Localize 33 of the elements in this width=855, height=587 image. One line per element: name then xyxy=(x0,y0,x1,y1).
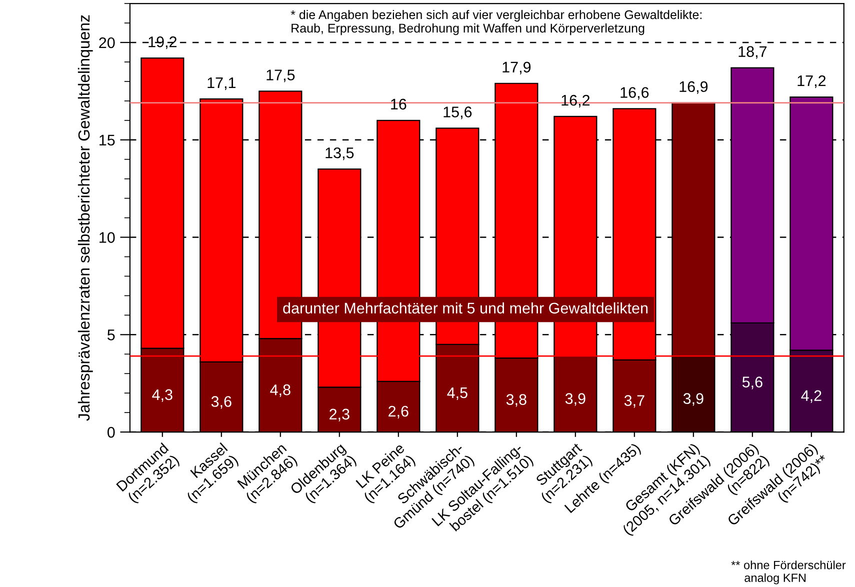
total-label: 18,7 xyxy=(738,46,767,59)
total-label: 17,5 xyxy=(266,70,295,82)
y-tick-label: 10 xyxy=(100,232,115,243)
total-label: 17,9 xyxy=(502,62,531,74)
data-label: 3,6 xyxy=(211,396,232,409)
total-label: 15,6 xyxy=(444,106,472,120)
data-label: 5,6 xyxy=(742,376,762,390)
data-label: 2,3 xyxy=(330,408,350,422)
annotation: darunter Mehrfachtäter mit 5 und mehr Gewaltdelikten xyxy=(283,302,648,314)
data-label: 3,9 xyxy=(565,393,586,406)
data-label: 3,8 xyxy=(506,394,526,407)
y-tick-label: 20 xyxy=(99,37,115,48)
data-label: 4,8 xyxy=(270,384,290,398)
total-label: 17,2 xyxy=(798,75,826,88)
total-label: 17,1 xyxy=(208,77,236,90)
data-label: 4,2 xyxy=(801,390,822,403)
y-tick-label: 0 xyxy=(107,426,115,438)
data-label: 3,7 xyxy=(624,395,644,408)
total-label: 16,9 xyxy=(680,81,708,94)
annotation: * die Angaben beziehen sich auf vier vergleichbar erhobene Gewaltdelikte: Raub, Erpressung, Bedrohung mit Waffen und Körperverletzung xyxy=(290,10,702,36)
data-label: 2,6 xyxy=(388,406,408,418)
data-label: 3,9 xyxy=(683,393,704,406)
y-tick-label: 15 xyxy=(100,134,115,146)
y-axis-title: Jahresprävalenzraten selbstberichteter Gewaltdelinquenz xyxy=(78,15,93,421)
total-label: 16,6 xyxy=(620,87,649,100)
text: ** ohne Förderschüler analog KFN xyxy=(731,560,846,584)
total-label: 19,2 xyxy=(148,36,177,50)
total-label: 13,5 xyxy=(326,147,354,160)
y-tick-label: 5 xyxy=(107,330,115,340)
data-label: 4,3 xyxy=(152,389,172,402)
total-label: 16,2 xyxy=(562,94,590,108)
data-label: 4,5 xyxy=(447,387,468,400)
total-label: 16 xyxy=(391,98,406,110)
